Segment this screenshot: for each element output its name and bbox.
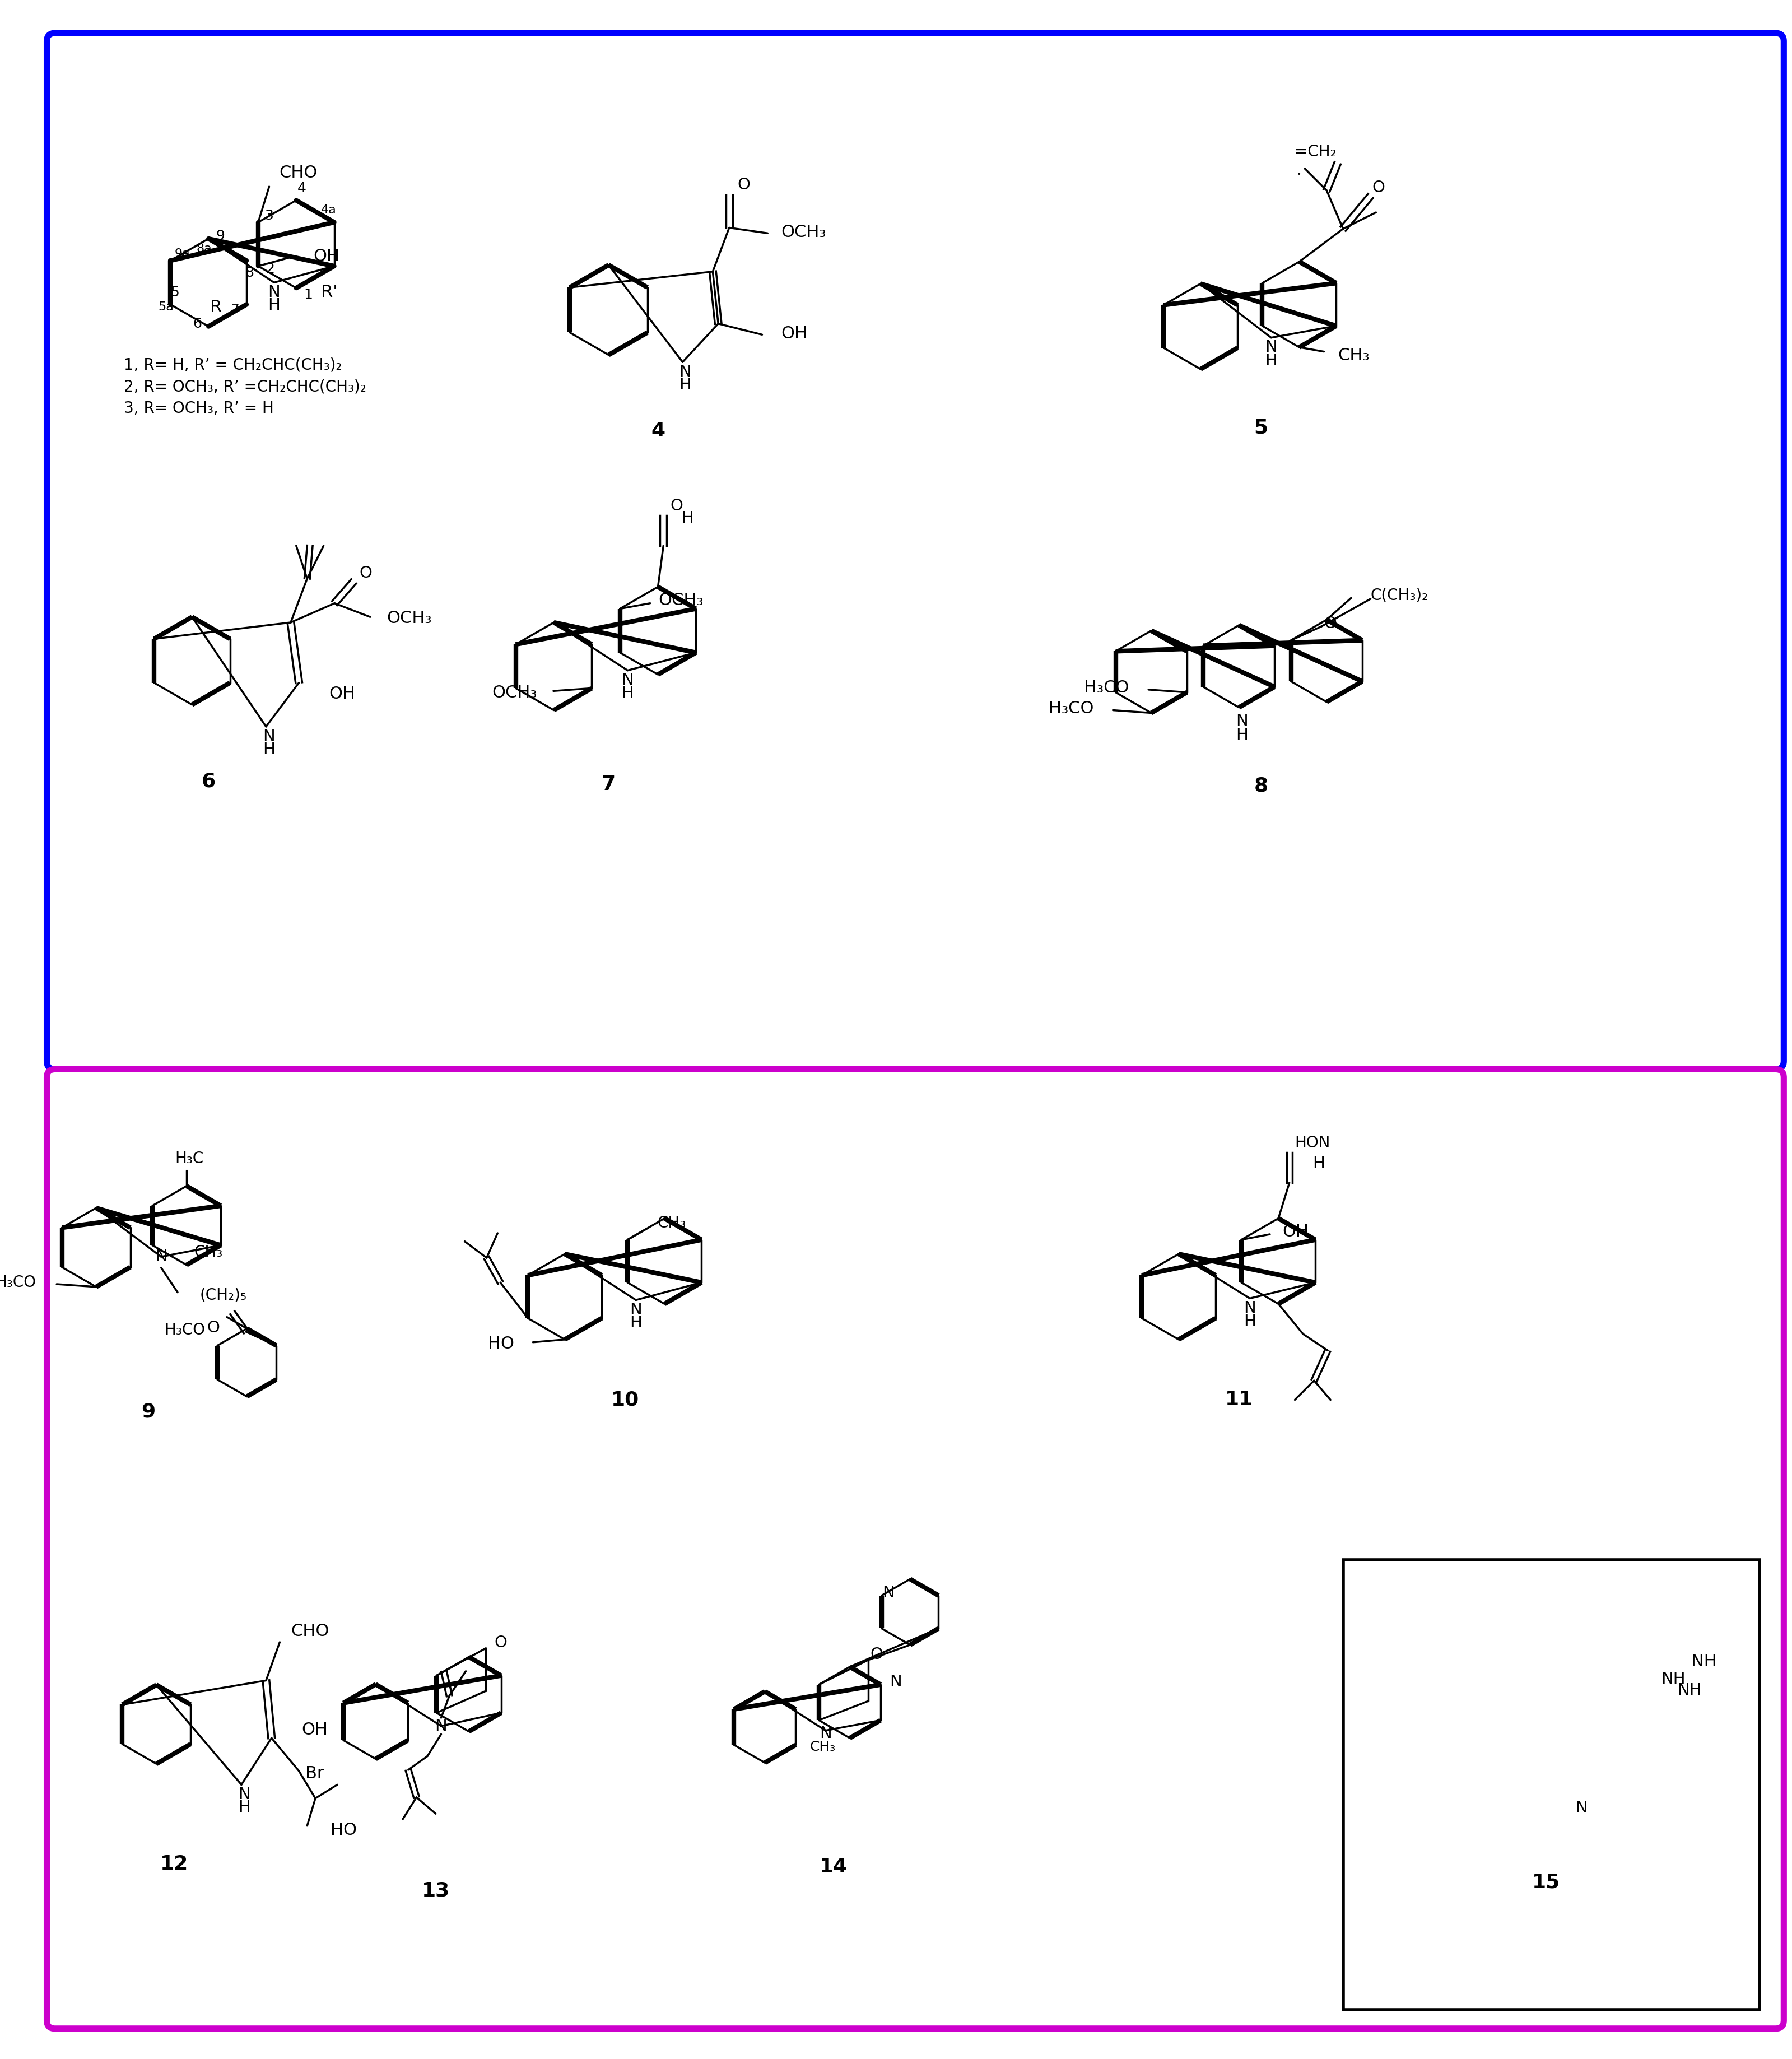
Text: 1: 1 (305, 288, 312, 301)
Text: H₃CO: H₃CO (1084, 679, 1129, 696)
Text: 9a: 9a (176, 249, 190, 259)
Text: H₃CO: H₃CO (165, 1322, 204, 1338)
Text: N: N (263, 729, 274, 743)
Text: O: O (738, 177, 751, 194)
Text: O: O (1373, 179, 1385, 196)
Text: O: O (495, 1635, 507, 1651)
Text: HO: HO (487, 1336, 514, 1353)
Text: OH: OH (314, 249, 339, 264)
Text: 6: 6 (194, 317, 202, 329)
Text: N: N (1575, 1800, 1588, 1816)
Text: H: H (269, 299, 280, 313)
Text: CHO: CHO (290, 1622, 330, 1639)
Text: OH: OH (781, 325, 808, 342)
Text: HO: HO (332, 1822, 357, 1839)
Text: OCH₃: OCH₃ (781, 224, 826, 241)
Text: N: N (269, 284, 280, 301)
Text: 5: 5 (170, 286, 179, 299)
Text: 7: 7 (602, 774, 616, 793)
Text: 4: 4 (650, 420, 665, 441)
Text: 2, R= OCH₃, R’ =CH₂CHC(CH₃)₂: 2, R= OCH₃, R’ =CH₂CHC(CH₃)₂ (124, 379, 366, 395)
Text: N: N (156, 1250, 167, 1264)
Text: H: H (622, 686, 634, 702)
Text: N: N (622, 673, 634, 688)
Text: OCH₃: OCH₃ (387, 609, 432, 626)
Text: =CH₂: =CH₂ (1296, 144, 1337, 161)
Text: 5: 5 (1254, 418, 1269, 437)
FancyBboxPatch shape (47, 33, 1783, 1069)
Text: N: N (882, 1585, 894, 1600)
Text: O: O (670, 498, 683, 513)
Bar (1342, 1561, 1760, 2010)
Text: NH: NH (1692, 1653, 1717, 1670)
Text: 10: 10 (611, 1390, 640, 1408)
Text: •: • (1297, 171, 1301, 177)
Text: N: N (1265, 340, 1278, 356)
Text: 8: 8 (246, 266, 254, 280)
Text: HON: HON (1296, 1135, 1330, 1151)
Text: OCH₃: OCH₃ (658, 593, 704, 609)
Text: H: H (238, 1800, 251, 1816)
Text: H: H (1312, 1155, 1324, 1172)
Text: 1, R= H, R’ = CH₂CHC(CH₃)₂: 1, R= H, R’ = CH₂CHC(CH₃)₂ (124, 356, 342, 373)
Text: CHO: CHO (280, 165, 317, 181)
Text: NH: NH (1677, 1682, 1702, 1699)
Text: OH: OH (301, 1721, 328, 1738)
Text: R: R (210, 299, 222, 315)
Text: H: H (1244, 1314, 1256, 1330)
Text: R': R' (321, 284, 337, 301)
Text: O: O (1324, 616, 1337, 632)
Text: O: O (358, 566, 373, 581)
Text: 7: 7 (231, 303, 240, 317)
Text: N: N (629, 1301, 642, 1318)
Text: N: N (1236, 712, 1247, 729)
Text: 14: 14 (819, 1857, 848, 1876)
Text: H₃C: H₃C (176, 1151, 204, 1167)
Text: N: N (1244, 1301, 1256, 1316)
Text: OH: OH (1283, 1223, 1308, 1240)
Text: Br: Br (305, 1765, 324, 1781)
Text: 3: 3 (265, 208, 274, 222)
Text: 12: 12 (161, 1855, 188, 1874)
Text: 8: 8 (1254, 776, 1269, 795)
Text: 5a: 5a (158, 301, 174, 313)
Text: CH₃: CH₃ (658, 1215, 686, 1231)
Text: N: N (889, 1674, 901, 1690)
Text: H: H (679, 377, 692, 393)
Text: 2: 2 (265, 261, 274, 276)
Text: 11: 11 (1226, 1390, 1253, 1408)
Text: H: H (1235, 727, 1247, 743)
Text: O: O (871, 1647, 883, 1662)
Text: CH₃: CH₃ (810, 1740, 835, 1754)
Text: 15: 15 (1532, 1874, 1561, 1892)
Text: (CH₂)₅: (CH₂)₅ (199, 1287, 247, 1303)
Text: NH: NH (1661, 1672, 1686, 1686)
Text: H: H (681, 511, 694, 527)
Text: CH₃: CH₃ (1337, 348, 1369, 364)
Text: 13: 13 (421, 1882, 450, 1900)
FancyBboxPatch shape (47, 1069, 1783, 2028)
Text: C(CH₃)₂: C(CH₃)₂ (1371, 587, 1428, 603)
Text: 6: 6 (201, 772, 215, 791)
Text: OH: OH (330, 686, 355, 702)
Text: N: N (679, 364, 692, 379)
Text: 8a: 8a (197, 243, 211, 253)
Text: 9: 9 (217, 229, 226, 243)
Text: OCH₃: OCH₃ (491, 684, 538, 700)
Text: 9: 9 (142, 1402, 156, 1421)
Text: N: N (435, 1717, 448, 1734)
Text: CH₃: CH₃ (194, 1244, 222, 1260)
Text: H₃CO: H₃CO (0, 1275, 36, 1291)
Text: N: N (238, 1787, 251, 1802)
Text: H: H (629, 1316, 642, 1330)
Text: H: H (263, 741, 274, 758)
Text: 3, R= OCH₃, R’ = H: 3, R= OCH₃, R’ = H (124, 402, 274, 416)
Text: O: O (206, 1320, 220, 1336)
Text: H: H (1265, 352, 1278, 369)
Text: 4a: 4a (321, 204, 337, 216)
Text: N: N (819, 1725, 831, 1742)
Text: 4: 4 (297, 181, 306, 196)
Text: H₃CO: H₃CO (1048, 700, 1093, 717)
